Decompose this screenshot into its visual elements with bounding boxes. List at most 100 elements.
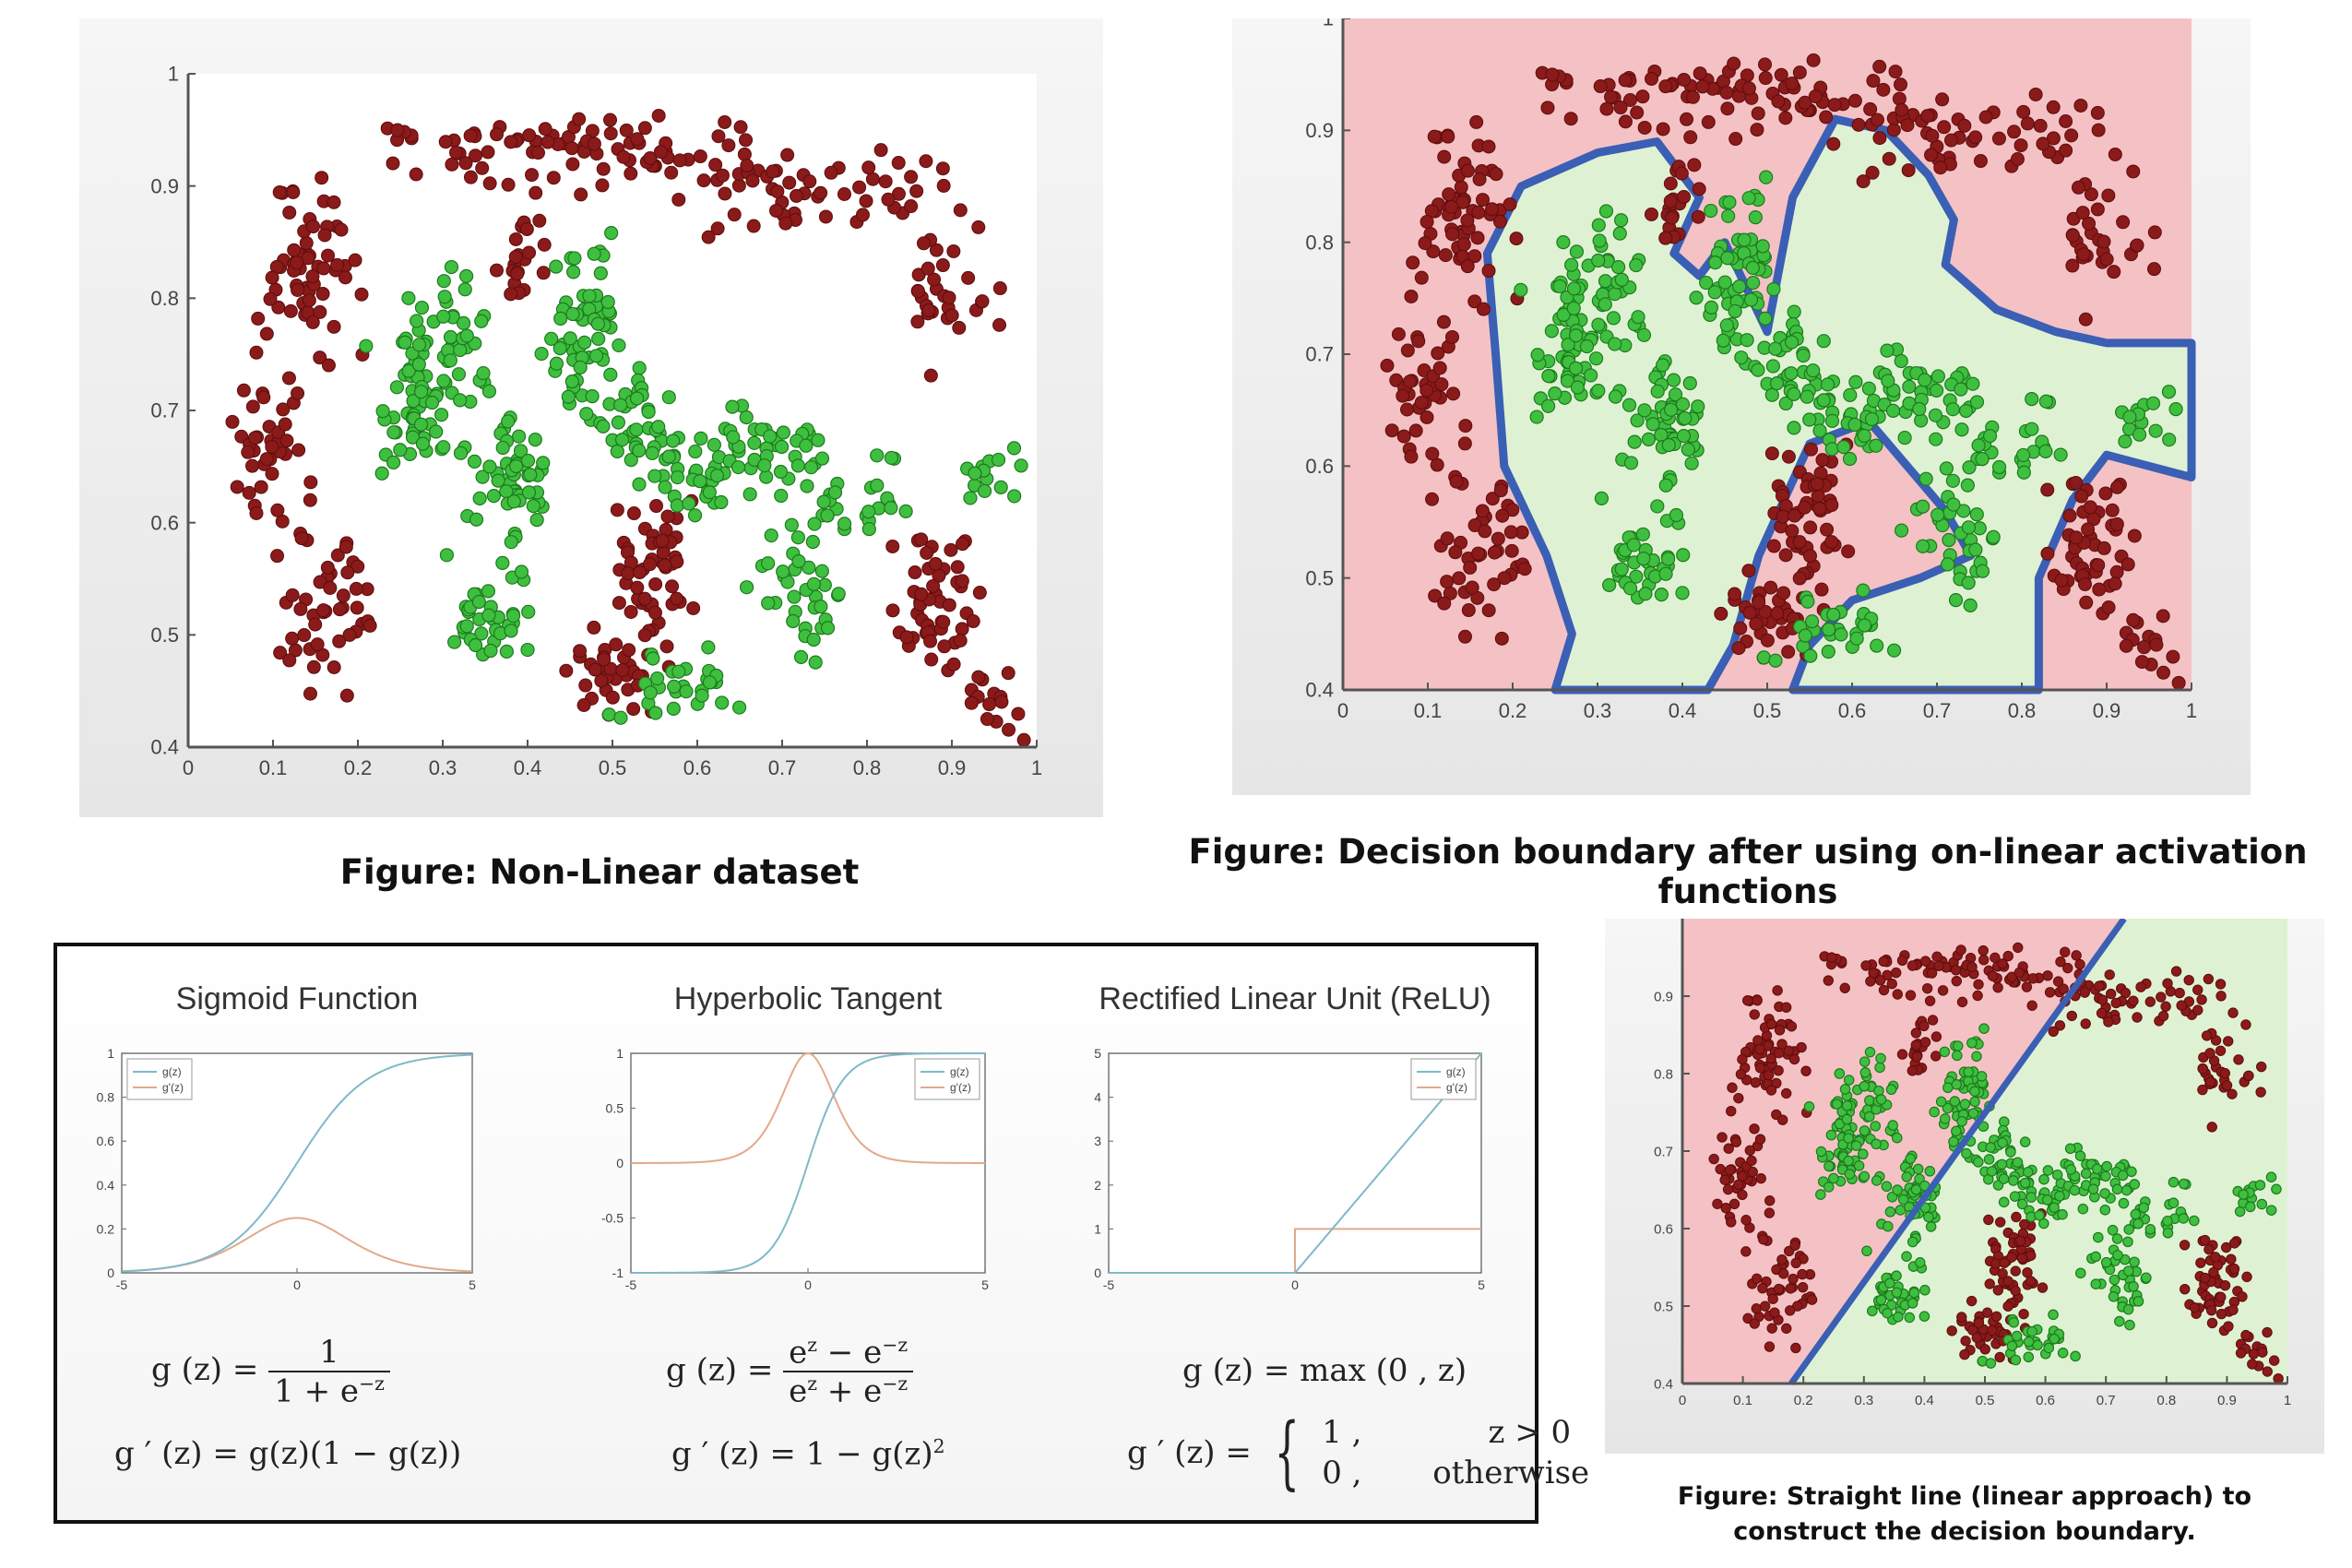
point-class-a	[1792, 65, 1807, 80]
point-class-b	[1897, 1194, 1909, 1206]
point-class-a	[1788, 1053, 1800, 1065]
point-class-a	[899, 630, 914, 645]
point-class-a	[2240, 1019, 2251, 1030]
point-class-a	[1741, 564, 1756, 578]
point-class-a	[1635, 89, 1650, 104]
point-class-a	[1935, 92, 1950, 107]
point-class-a	[686, 600, 701, 615]
point-class-a	[2109, 564, 2124, 579]
tanh-dg-formula: g ′ (z) = 1 − g(z)2	[671, 1435, 945, 1472]
point-class-b	[1737, 232, 1752, 247]
point-class-b	[2057, 1208, 2068, 1220]
point-class-b	[2041, 1194, 2053, 1206]
point-class-b	[1569, 328, 1584, 343]
point-class-a	[802, 174, 817, 189]
legend: g(z)g'(z)	[126, 1058, 193, 1100]
point-class-b	[1635, 527, 1650, 541]
point-class-a	[1925, 128, 1940, 143]
point-class-a	[2128, 995, 2139, 1006]
point-class-a	[1457, 629, 1472, 644]
point-class-b	[2112, 1250, 2123, 1261]
point-class-a	[327, 319, 341, 334]
point-class-a	[2079, 595, 2094, 610]
point-class-b	[1675, 586, 1690, 600]
point-class-a	[1618, 73, 1633, 88]
point-class-a	[1425, 446, 1440, 461]
point-class-b	[1608, 389, 1623, 404]
point-class-b	[1816, 393, 1831, 408]
point-class-b	[1857, 618, 1872, 633]
point-class-a	[1438, 248, 1453, 263]
point-class-a	[287, 243, 302, 257]
point-class-b	[1614, 272, 1629, 287]
sigmoid-g-formula: g (z) = 1 1 + e−z	[151, 1334, 390, 1409]
point-class-b	[1815, 1146, 1827, 1158]
point-class-a	[2144, 996, 2156, 1007]
point-class-b	[1871, 1138, 1882, 1150]
point-class-a	[1956, 1312, 1967, 1323]
x-tick-label: 1	[2186, 699, 2197, 722]
point-class-a	[1896, 955, 1908, 967]
point-class-a	[475, 160, 490, 175]
point-class-a	[1481, 264, 1496, 279]
point-class-b	[1901, 1171, 1913, 1182]
point-class-a	[1758, 1233, 1769, 1245]
point-class-a	[2002, 1276, 2013, 1287]
point-class-a	[1495, 508, 1510, 523]
point-class-b	[1803, 1100, 1815, 1112]
point-class-b	[805, 534, 820, 550]
point-class-a	[2120, 557, 2135, 572]
point-class-a	[546, 171, 561, 185]
point-class-a	[2215, 1308, 2227, 1320]
point-class-b	[456, 315, 471, 330]
point-class-b	[2256, 1198, 2268, 1210]
point-class-a	[910, 284, 925, 299]
point-class-b	[1873, 1085, 1884, 1097]
point-class-b	[1529, 410, 1544, 424]
point-class-b	[793, 649, 809, 664]
point-class-b	[410, 314, 424, 328]
point-class-a	[1960, 1336, 1971, 1347]
point-class-b	[790, 458, 805, 473]
point-class-b	[1660, 552, 1676, 566]
point-class-a	[2065, 258, 2080, 273]
point-class-a	[1418, 236, 1432, 251]
point-class-b	[1928, 408, 1943, 422]
point-class-b	[1684, 456, 1699, 470]
point-class-b	[816, 494, 831, 509]
point-class-a	[2007, 125, 2022, 139]
point-class-a	[927, 272, 942, 287]
point-class-a	[2105, 503, 2120, 517]
point-class-a	[293, 601, 308, 616]
point-class-a	[508, 232, 523, 246]
point-class-a	[279, 434, 294, 448]
point-class-b	[1802, 412, 1817, 427]
relu-dg-lhs: g ′ (z) =	[1127, 1434, 1252, 1472]
point-class-a	[281, 371, 296, 386]
point-class-a	[859, 194, 873, 208]
point-class-a	[1437, 149, 1452, 164]
point-class-b	[1946, 497, 1961, 512]
point-class-a	[837, 186, 851, 201]
y-tick-label: 0.8	[150, 287, 179, 310]
point-class-b	[1923, 1211, 1934, 1223]
point-class-b	[2168, 1176, 2180, 1188]
point-class-a	[633, 565, 647, 580]
point-class-a	[1950, 965, 1962, 976]
point-class-a	[285, 588, 300, 602]
point-class-b	[1745, 260, 1761, 275]
point-class-a	[564, 141, 579, 156]
point-class-a	[2204, 1076, 2216, 1087]
point-class-b	[2025, 422, 2039, 436]
point-class-a	[1827, 98, 1842, 113]
point-class-a	[1785, 524, 1800, 539]
point-class-a	[946, 657, 961, 671]
point-class-b	[1945, 402, 1960, 417]
x-tick-label: 0.7	[768, 756, 797, 779]
point-class-b	[1699, 275, 1714, 291]
point-class-a	[955, 622, 969, 636]
point-class-a	[336, 588, 350, 603]
point-class-a	[2025, 1276, 2037, 1287]
tanh-den-a: e	[789, 1372, 808, 1410]
point-class-a	[1742, 994, 1753, 1006]
